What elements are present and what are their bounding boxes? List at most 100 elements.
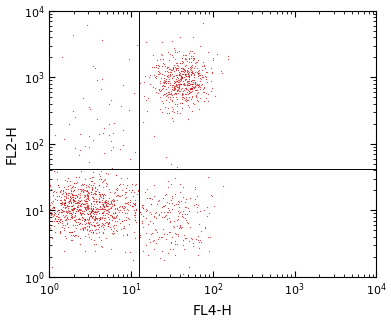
Point	[161, 72, 167, 77]
Point	[167, 71, 173, 76]
Point	[80, 202, 86, 207]
Point	[196, 106, 202, 111]
Point	[127, 198, 133, 203]
Point	[185, 74, 192, 79]
Point	[176, 71, 182, 76]
Point	[182, 86, 188, 91]
Point	[179, 75, 186, 80]
Point	[100, 225, 106, 230]
Point	[196, 245, 203, 250]
Point	[164, 64, 170, 70]
Point	[96, 199, 102, 204]
Point	[196, 67, 202, 72]
Point	[147, 72, 153, 77]
Point	[172, 86, 178, 91]
Point	[171, 192, 178, 197]
Point	[57, 197, 64, 202]
Point	[199, 73, 206, 78]
Point	[94, 223, 100, 228]
Point	[104, 210, 111, 215]
Point	[60, 188, 66, 194]
Point	[78, 211, 84, 216]
Point	[191, 55, 197, 60]
Point	[90, 196, 96, 201]
Point	[95, 208, 101, 213]
Point	[104, 201, 110, 206]
Point	[174, 75, 180, 80]
Point	[175, 84, 181, 89]
Point	[184, 82, 190, 87]
Point	[95, 222, 101, 227]
Point	[102, 215, 108, 221]
Point	[197, 85, 203, 90]
Point	[185, 71, 191, 76]
Point	[59, 225, 65, 230]
Point	[186, 89, 192, 94]
Point	[91, 201, 97, 206]
Point	[85, 204, 91, 209]
Point	[89, 209, 95, 214]
Point	[93, 206, 99, 211]
Point	[100, 196, 106, 201]
Point	[169, 206, 176, 212]
Point	[88, 209, 95, 214]
Point	[99, 192, 105, 197]
Point	[67, 194, 73, 199]
Point	[60, 223, 66, 228]
Point	[74, 199, 80, 204]
Point	[46, 206, 52, 211]
Point	[195, 84, 201, 89]
Point	[102, 176, 108, 181]
Point	[59, 209, 66, 214]
Point	[81, 222, 88, 227]
Point	[183, 235, 189, 241]
Point	[170, 87, 176, 92]
Point	[56, 193, 63, 198]
Point	[104, 203, 110, 208]
Point	[124, 201, 131, 206]
Point	[68, 194, 75, 199]
Point	[99, 214, 105, 220]
Point	[84, 198, 90, 204]
Point	[126, 57, 132, 62]
Point	[94, 116, 100, 121]
Point	[181, 80, 187, 85]
Point	[189, 236, 196, 242]
Point	[188, 65, 194, 71]
Point	[93, 199, 99, 204]
Point	[65, 186, 71, 192]
Point	[65, 191, 71, 196]
Point	[205, 91, 212, 97]
Point	[73, 193, 79, 198]
Point	[188, 60, 194, 65]
Point	[72, 208, 79, 213]
Point	[88, 202, 95, 207]
Point	[163, 199, 170, 204]
Point	[93, 211, 99, 216]
Point	[79, 210, 86, 215]
Point	[74, 216, 80, 221]
Point	[88, 213, 94, 218]
Point	[75, 186, 81, 192]
Point	[165, 209, 171, 214]
Point	[182, 82, 188, 88]
Point	[52, 216, 58, 222]
Point	[75, 234, 81, 239]
Point	[187, 196, 193, 201]
Point	[161, 91, 167, 97]
Point	[159, 109, 165, 114]
Point	[46, 227, 52, 232]
Point	[65, 205, 72, 211]
Point	[59, 207, 66, 212]
Point	[176, 224, 183, 229]
Point	[111, 214, 117, 220]
Point	[169, 194, 175, 199]
Point	[188, 81, 194, 86]
Point	[93, 226, 99, 231]
Point	[181, 83, 187, 88]
Point	[99, 211, 106, 216]
Point	[46, 196, 52, 201]
Point	[59, 209, 65, 214]
Point	[63, 191, 70, 196]
Point	[106, 206, 112, 212]
